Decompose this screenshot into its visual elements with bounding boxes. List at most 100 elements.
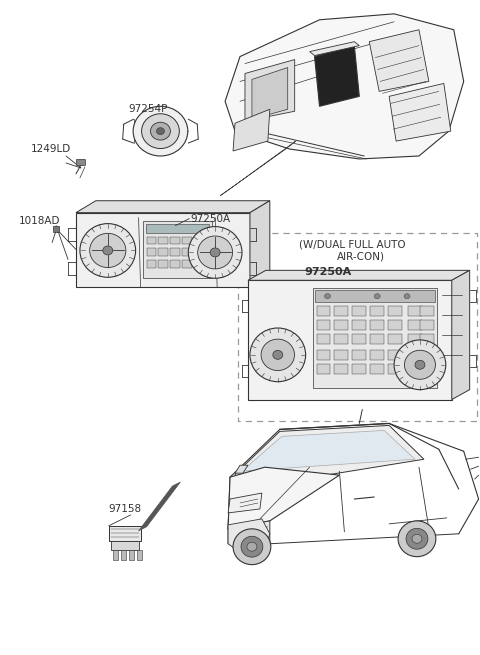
Polygon shape bbox=[370, 350, 384, 360]
Text: (W/DUAL FULL AUTO: (W/DUAL FULL AUTO bbox=[299, 240, 406, 250]
Polygon shape bbox=[248, 271, 469, 280]
Polygon shape bbox=[408, 306, 422, 316]
FancyBboxPatch shape bbox=[76, 159, 85, 166]
Polygon shape bbox=[225, 14, 464, 159]
Polygon shape bbox=[420, 320, 434, 330]
Polygon shape bbox=[182, 261, 192, 269]
Polygon shape bbox=[146, 261, 156, 269]
Polygon shape bbox=[314, 290, 435, 302]
Ellipse shape bbox=[241, 536, 263, 557]
Polygon shape bbox=[316, 320, 330, 330]
Polygon shape bbox=[408, 364, 422, 374]
Polygon shape bbox=[242, 430, 415, 471]
Polygon shape bbox=[388, 350, 402, 360]
Polygon shape bbox=[158, 236, 168, 244]
Polygon shape bbox=[170, 261, 180, 269]
Ellipse shape bbox=[261, 339, 295, 371]
Polygon shape bbox=[170, 248, 180, 256]
Polygon shape bbox=[420, 364, 434, 374]
Polygon shape bbox=[233, 109, 270, 151]
Polygon shape bbox=[335, 350, 348, 360]
Text: 97250A: 97250A bbox=[305, 267, 352, 277]
Polygon shape bbox=[158, 248, 168, 256]
Polygon shape bbox=[139, 482, 180, 531]
Polygon shape bbox=[420, 306, 434, 316]
Polygon shape bbox=[316, 364, 330, 374]
Polygon shape bbox=[352, 320, 366, 330]
Polygon shape bbox=[158, 261, 168, 269]
Polygon shape bbox=[146, 248, 156, 256]
Ellipse shape bbox=[394, 340, 446, 390]
Ellipse shape bbox=[198, 236, 233, 269]
Polygon shape bbox=[113, 550, 118, 559]
Polygon shape bbox=[389, 83, 451, 141]
Polygon shape bbox=[370, 364, 384, 374]
Polygon shape bbox=[228, 493, 262, 513]
Polygon shape bbox=[452, 271, 469, 400]
Polygon shape bbox=[352, 350, 366, 360]
Polygon shape bbox=[420, 334, 434, 344]
Bar bbox=[238, 233, 477, 421]
Ellipse shape bbox=[412, 534, 422, 543]
Polygon shape bbox=[194, 236, 204, 244]
Ellipse shape bbox=[103, 246, 113, 255]
Text: 1018AD: 1018AD bbox=[19, 215, 61, 225]
Polygon shape bbox=[388, 320, 402, 330]
Polygon shape bbox=[312, 288, 437, 388]
Polygon shape bbox=[228, 521, 270, 544]
Polygon shape bbox=[235, 426, 424, 489]
Polygon shape bbox=[370, 334, 384, 344]
Ellipse shape bbox=[406, 529, 428, 549]
Polygon shape bbox=[245, 60, 295, 121]
Polygon shape bbox=[194, 248, 204, 256]
Polygon shape bbox=[388, 334, 402, 344]
Polygon shape bbox=[420, 350, 434, 360]
Ellipse shape bbox=[142, 114, 180, 149]
Polygon shape bbox=[335, 320, 348, 330]
Ellipse shape bbox=[404, 293, 410, 299]
Polygon shape bbox=[228, 467, 339, 529]
Polygon shape bbox=[352, 334, 366, 344]
Polygon shape bbox=[314, 46, 360, 106]
Ellipse shape bbox=[151, 122, 170, 140]
Text: 97250A: 97250A bbox=[190, 214, 230, 223]
Polygon shape bbox=[352, 306, 366, 316]
Polygon shape bbox=[194, 261, 204, 269]
Ellipse shape bbox=[398, 521, 436, 557]
Ellipse shape bbox=[324, 293, 330, 299]
Polygon shape bbox=[335, 306, 348, 316]
Ellipse shape bbox=[374, 293, 380, 299]
Polygon shape bbox=[76, 200, 270, 213]
Ellipse shape bbox=[273, 350, 283, 360]
Polygon shape bbox=[235, 465, 248, 473]
Polygon shape bbox=[388, 306, 402, 316]
Ellipse shape bbox=[415, 360, 425, 369]
Ellipse shape bbox=[405, 350, 435, 379]
Ellipse shape bbox=[210, 248, 220, 257]
Text: 1249LD: 1249LD bbox=[31, 144, 72, 154]
Polygon shape bbox=[310, 42, 360, 56]
Polygon shape bbox=[388, 364, 402, 374]
Polygon shape bbox=[408, 334, 422, 344]
Polygon shape bbox=[316, 334, 330, 344]
Polygon shape bbox=[76, 213, 250, 288]
Polygon shape bbox=[408, 350, 422, 360]
Polygon shape bbox=[370, 320, 384, 330]
Polygon shape bbox=[316, 306, 330, 316]
Polygon shape bbox=[408, 320, 422, 330]
Polygon shape bbox=[137, 550, 142, 559]
Text: 97254P: 97254P bbox=[129, 104, 168, 114]
Polygon shape bbox=[252, 67, 288, 119]
Ellipse shape bbox=[250, 328, 306, 382]
Polygon shape bbox=[143, 221, 212, 278]
Polygon shape bbox=[228, 519, 270, 553]
Polygon shape bbox=[129, 550, 133, 559]
Polygon shape bbox=[370, 306, 384, 316]
Polygon shape bbox=[335, 364, 348, 374]
Polygon shape bbox=[111, 541, 139, 550]
Ellipse shape bbox=[133, 106, 188, 156]
Polygon shape bbox=[244, 528, 254, 536]
Text: AIR-CON): AIR-CON) bbox=[337, 252, 385, 261]
Ellipse shape bbox=[247, 542, 257, 552]
Polygon shape bbox=[146, 236, 156, 244]
